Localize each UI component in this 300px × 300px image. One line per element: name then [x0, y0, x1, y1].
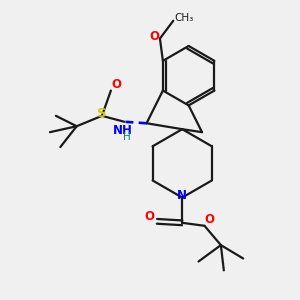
- Text: H: H: [123, 132, 131, 142]
- Text: CH₃: CH₃: [174, 13, 193, 23]
- Text: N: N: [177, 189, 187, 202]
- Text: S: S: [97, 107, 107, 120]
- Text: O: O: [111, 77, 121, 91]
- Text: O: O: [145, 210, 154, 224]
- Text: NH: NH: [113, 124, 133, 136]
- Text: O: O: [150, 30, 160, 43]
- Text: O: O: [205, 213, 215, 226]
